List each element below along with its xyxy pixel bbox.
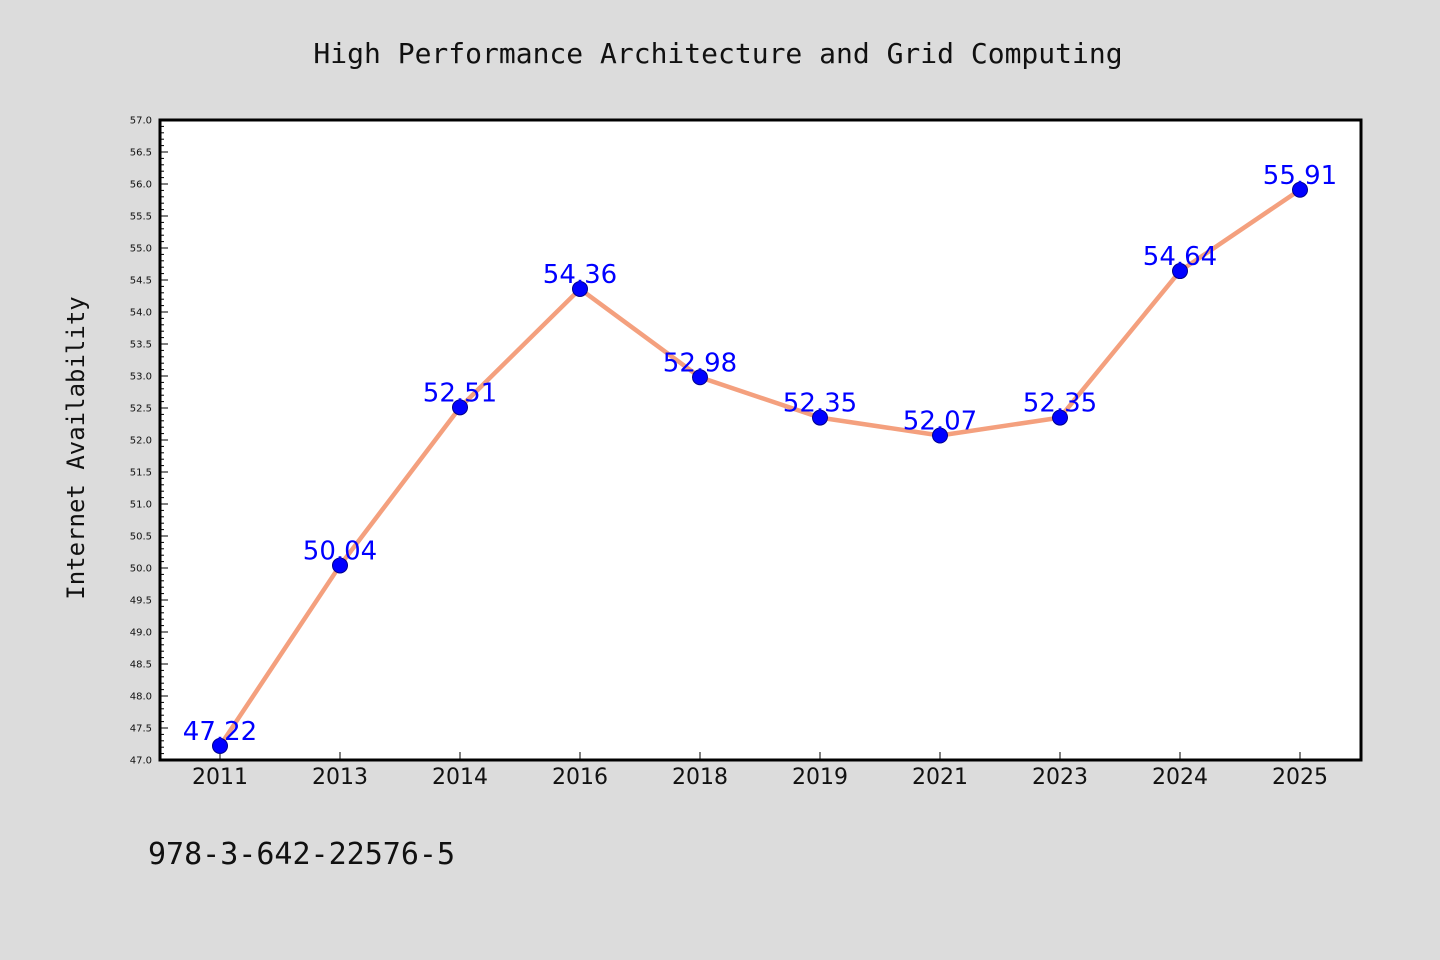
x-tick-label: 2019 <box>792 765 848 790</box>
series-layer: 47.22 50.04 52.51 54.36 52.98 52.35 52.07 52.35… <box>183 161 1337 754</box>
y-tick-label: 56.0 <box>130 180 152 191</box>
footnote-isbn: 978-3-642-22576-5 <box>148 837 455 872</box>
y-tick-label: 50.5 <box>130 532 152 543</box>
y-tick-label: 47.0 <box>130 756 152 767</box>
x-tick-label: 2024 <box>1152 765 1208 790</box>
data-label: 54.64 <box>1143 242 1217 272</box>
y-tick-label: 51.5 <box>130 468 152 479</box>
data-point <box>212 737 228 754</box>
y-axis-label: Internet Availability <box>62 296 90 599</box>
y-tick-label: 51.0 <box>130 500 152 511</box>
x-tick-label: 2014 <box>432 765 488 790</box>
data-label: 55.91 <box>1263 161 1337 191</box>
data-label: 54.36 <box>543 260 617 290</box>
y-tick-label: 55.0 <box>130 244 152 255</box>
x-tick-label: 2016 <box>552 765 608 790</box>
y-tick-label: 49.5 <box>130 596 152 607</box>
x-tick-label: 2023 <box>1032 765 1088 790</box>
data-point <box>1292 181 1308 198</box>
x-tick-label: 2025 <box>1272 765 1328 790</box>
x-tick-label: 2011 <box>192 765 248 790</box>
y-tick-label: 52.5 <box>130 404 152 415</box>
x-axis: 2011 2013 2014 2016 2018 2019 2021 2023 2024 2025 <box>192 752 1328 790</box>
y-tick-label: 53.0 <box>130 372 152 383</box>
y-tick-label: 55.5 <box>130 212 152 223</box>
data-point <box>692 369 708 386</box>
data-label: 52.51 <box>423 378 497 408</box>
data-point <box>932 427 948 444</box>
x-tick-label: 2021 <box>912 765 968 790</box>
chart-title: High Performance Architecture and Grid C… <box>313 37 1122 70</box>
plot-area <box>158 118 1363 762</box>
data-point <box>452 399 468 416</box>
y-tick-label: 48.0 <box>130 692 152 703</box>
y-tick-label: 49.0 <box>130 628 152 639</box>
data-point <box>812 409 828 426</box>
series-line <box>217 187 1303 749</box>
data-point <box>332 557 348 574</box>
data-point <box>572 280 588 297</box>
data-label: 50.04 <box>303 536 377 566</box>
data-label: 52.98 <box>663 348 737 378</box>
y-tick-label: 54.5 <box>130 276 152 287</box>
y-tick-label: 53.5 <box>130 340 152 351</box>
data-label: 47.22 <box>183 717 257 747</box>
y-tick-label: 48.5 <box>130 660 152 671</box>
data-label: 52.35 <box>783 389 857 419</box>
data-point <box>1052 409 1068 426</box>
data-label: 52.07 <box>903 407 977 437</box>
y-tick-label: 57.0 <box>130 116 152 127</box>
y-tick-label: 50.0 <box>130 564 152 575</box>
x-tick-label: 2013 <box>312 765 368 790</box>
x-tick-label: 2018 <box>672 765 728 790</box>
y-tick-label: 56.5 <box>130 148 152 159</box>
y-tick-label: 47.5 <box>130 724 152 735</box>
y-axis: 47.0 47.5 48.0 48.5 49.0 49.5 50.0 50.5 51.0 51.5… <box>130 116 168 767</box>
data-label: 52.35 <box>1023 389 1097 419</box>
y-tick-label: 52.0 <box>130 436 152 447</box>
data-point <box>1172 263 1188 280</box>
y-tick-label: 54.0 <box>130 308 152 319</box>
